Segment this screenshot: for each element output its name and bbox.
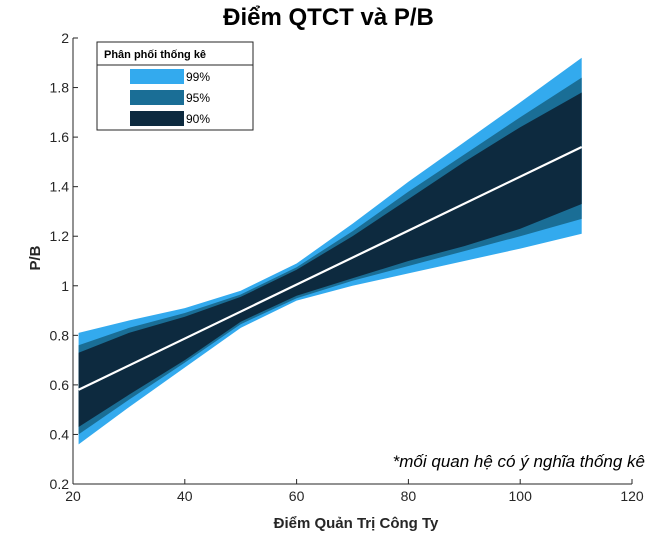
legend-entry: 90% (186, 112, 210, 126)
x-axis-label: Điểm Quản Trị Công Ty (274, 515, 439, 532)
y-tick-label: 1.8 (50, 80, 70, 96)
x-tick-label: 80 (401, 488, 417, 504)
x-tick-label: 100 (509, 488, 533, 504)
significance-annotation: *mối quan hệ có ý nghĩa thống kê (393, 452, 645, 471)
y-tick-label: 2 (61, 30, 69, 46)
legend-swatch (130, 111, 184, 126)
y-tick-label: 1 (61, 278, 69, 294)
x-tick-label: 40 (177, 488, 193, 504)
legend-swatch (130, 69, 184, 84)
y-tick-label: 0.6 (50, 377, 70, 393)
legend-title: Phân phối thống kê (104, 49, 206, 61)
legend-entry: 95% (186, 91, 210, 105)
mean-line-group (78, 146, 583, 391)
y-tick-label: 0.4 (50, 426, 70, 442)
y-tick-label: 0.2 (50, 476, 70, 492)
x-tick-label: 60 (289, 488, 305, 504)
y-tick-label: 1.2 (50, 228, 70, 244)
confidence-bands (78, 57, 582, 445)
y-tick-label: 0.8 (50, 327, 70, 343)
legend-swatch (130, 90, 184, 105)
y-tick-label: 1.4 (50, 179, 70, 195)
band-90pct (78, 92, 582, 427)
axes: 20 40 60 80 100 120 0.2 0.4 0.6 0.8 1 1.2 1.4 1.6 1.8 2 (50, 30, 644, 504)
x-tick-label: 20 (65, 488, 81, 504)
legend: Phân phối thống kê 99% 95% 90% (96, 41, 254, 131)
x-tick-label: 120 (620, 488, 644, 504)
y-tick-label: 1.6 (50, 129, 70, 145)
y-axis-label: P/B (27, 245, 44, 270)
mean-line (78, 146, 583, 391)
chart-title: Điểm QTCT và P/B (223, 4, 434, 31)
legend-entry: 99% (186, 70, 210, 84)
